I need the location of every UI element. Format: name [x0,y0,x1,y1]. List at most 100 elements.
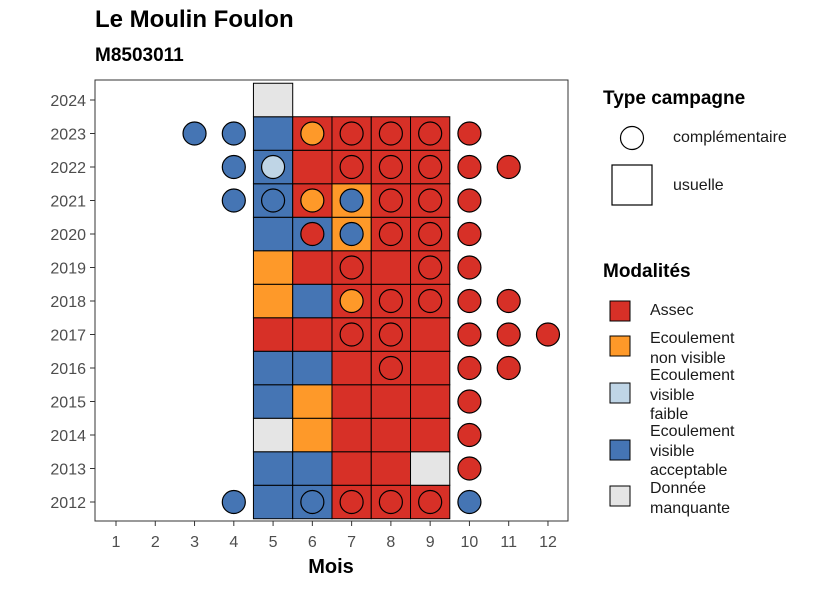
tile-2015-m8 [370,384,412,419]
point-2016-m11 [496,355,521,381]
point-2013-m10 [457,456,482,481]
point-2019-m10 [457,255,482,280]
point-2014-m10 [457,422,482,448]
point-2018-m7 [339,288,364,314]
point-2023-m10 [457,121,482,146]
tile-2015-m5 [252,384,294,419]
point-2012-m10 [457,489,482,515]
point-2012-m4 [221,489,246,515]
point-2016-m10 [457,355,482,381]
tile-2022-m6 [292,149,333,185]
point-2017-m10 [457,322,482,347]
x-tick-label: 6 [308,534,317,551]
point-2023-m6 [300,121,325,146]
point-2018-m9 [418,288,443,314]
point-2018-m11 [496,288,521,314]
legend-key-donnee-manquante [609,485,631,507]
point-2020-m8 [378,221,403,247]
y-tick-label: 2021 [50,194,86,211]
point-2022-m9 [418,154,443,180]
y-tick-label: 2016 [50,361,86,378]
point-2023-m9 [418,121,443,146]
tile-2014-m8 [370,417,412,453]
legend-label-line: Assec [650,302,694,319]
legend-label-line: faible [650,406,689,423]
point-2018-m8 [378,288,403,314]
legend-key-complementaire [619,125,645,151]
y-tick-label: 2018 [50,294,86,311]
tile-2013-m5 [252,451,294,486]
legend-key-ecoulement-visible-faible [609,382,631,404]
x-axis-label: Mois [308,556,354,578]
legend-key-ecoulement-visible-acceptable [609,439,631,461]
x-tick-label: 2 [151,534,160,551]
point-2022-m8 [378,154,403,180]
tile-2017-m6 [292,317,333,352]
point-2021-m8 [378,188,403,213]
x-tick-label: 3 [190,534,199,551]
point-2012-m6 [300,489,325,515]
legend-modality-keys [609,300,631,507]
tile-2013-m8 [370,451,412,486]
x-tick-label: 4 [229,534,238,551]
tile-2014-m9 [410,417,451,453]
tile-2015-m7 [331,384,372,419]
tile-2020-m5 [252,216,294,252]
complementaire-points [182,121,561,515]
x-axis: 1 2 3 4 5 6 7 8 9 10 11 12 [112,521,557,551]
point-2022-m7 [339,154,364,180]
point-2017-m7 [339,322,364,347]
tile-2019-m6 [292,250,333,285]
tile-2012-m5 [252,484,294,520]
legend-label-line: Ecoulement [650,367,735,384]
legend-label-line: Donnée [650,480,707,497]
point-2017-m8 [378,322,403,347]
point-2023-m3 [182,121,207,146]
tile-2018-m5 [252,283,294,319]
point-2015-m10 [457,389,482,414]
legend-label-line: acceptable [650,462,728,479]
x-tick-label: 7 [347,534,356,551]
x-tick-label: 8 [386,534,395,551]
point-2022-m10 [457,154,482,180]
y-tick-label: 2015 [50,395,86,412]
point-2020-m6 [300,221,325,247]
legend-label-line: manquante [650,499,731,517]
point-2012-m8 [378,489,403,515]
tile-2014-m6 [292,417,333,453]
point-2020-m9 [418,221,443,247]
point-2022-m4 [221,154,246,180]
point-2023-m4 [221,121,246,146]
tile-2017-m5 [252,317,294,352]
y-tick-label: 2012 [50,495,86,512]
point-2017-m11 [496,322,521,347]
point-2016-m8 [378,355,403,381]
x-tick-label: 10 [461,534,479,551]
y-tick-label: 2022 [50,160,86,177]
point-2019-m9 [418,255,443,280]
point-2021-m7 [339,188,364,213]
tile-2013-m6 [292,451,333,486]
point-2020-m10 [457,221,482,247]
legend-title-modalites: Modalités [603,261,691,282]
legend-key-ecoulement-non-visible [609,335,631,357]
point-2022-m11 [496,154,521,180]
point-2022-m5 [260,154,286,180]
legend-key-usuelle [611,164,653,206]
legend-label-ecoulement-non-visible: Ecoulement non visible [650,329,800,368]
y-tick-label: 2024 [50,93,86,110]
tile-2015-m9 [410,384,451,419]
legend-label-usuelle: usuelle [673,177,724,194]
legend-label-ecoulement-visible-faible: Ecoulement visible faible [650,366,800,425]
point-2021-m5 [260,188,286,213]
legend-label-complementaire: complémentaire [673,129,787,146]
legend-label-assec: Assec [650,301,800,321]
y-tick-label: 2020 [50,227,86,244]
x-tick-label: 11 [500,534,517,551]
legend-label-line: non visible [650,349,726,367]
point-2021-m10 [457,188,482,213]
tile-2015-m6 [292,384,333,419]
point-2017-m12 [535,322,561,347]
tile-2018-m6 [292,283,333,319]
legend-title-type-campagne: Type campagne [603,88,746,109]
